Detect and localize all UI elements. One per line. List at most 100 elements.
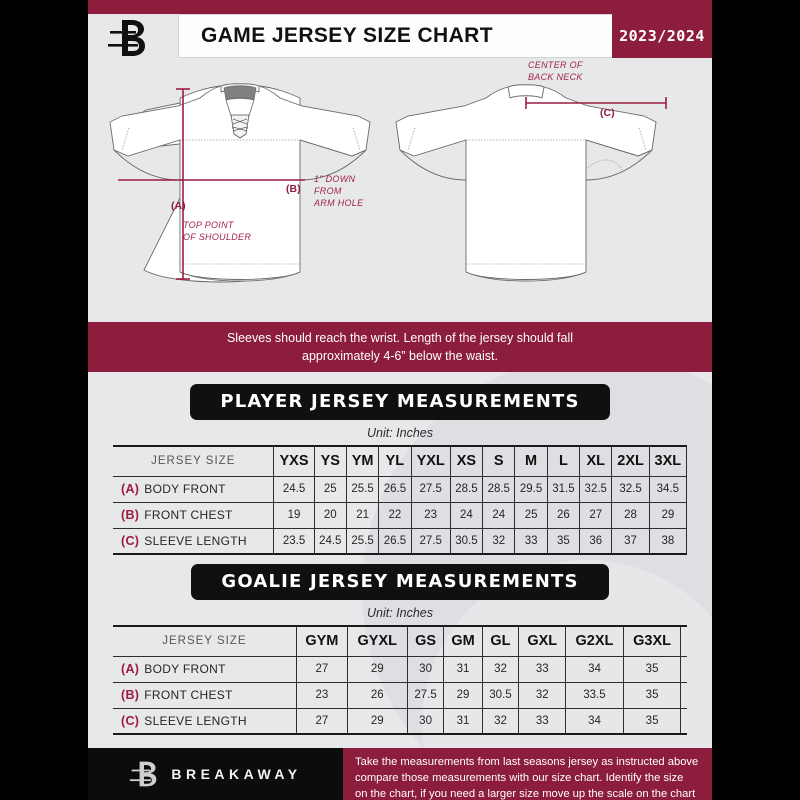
shoulder-label-line2: OF SHOULDER	[183, 232, 251, 242]
goalie-cell-1-2: 27.5	[406, 681, 445, 709]
player-size-header-YXS: YXS	[273, 445, 315, 477]
goalie-cell-2-2: 30	[406, 707, 445, 735]
player-cell-1-4: 23	[410, 501, 451, 529]
player-size-table: JERSEY SIZE YXS YS YM YL YXL XS S M L XL 2XL 3XL (A) B…	[113, 445, 688, 555]
player-cell-2-9: 36	[579, 527, 613, 555]
goalie-cell-1-8	[680, 681, 687, 709]
jersey-front-right-sleeve	[299, 139, 367, 181]
row-tag: (B)	[121, 688, 140, 702]
player-size-header-M: M	[514, 445, 548, 477]
goalie-cell-0-5: 33	[518, 655, 567, 683]
top-accent-strip	[88, 0, 712, 14]
goalie-cell-1-7: 35	[622, 681, 682, 709]
goalie-cell-0-3: 31	[443, 655, 483, 683]
player-cell-2-2: 25.5	[345, 527, 380, 555]
page-title-container: GAME JERSEY SIZE CHART	[178, 14, 612, 58]
back-neck-label-line2: BACK NECK	[528, 72, 583, 82]
table-row: (C) SLEEVE LENGTH 23.5 24.5 25.5 26.5 27.5 30.5…	[113, 527, 688, 555]
goalie-size-header-G3XL: G3XL	[622, 625, 682, 657]
player-cell-2-5: 30.5	[449, 527, 484, 555]
player-cell-1-8: 26	[546, 501, 581, 529]
player-cell-1-7: 25	[514, 501, 548, 529]
player-row-label-1: (B) FRONT CHEST	[113, 501, 275, 529]
goalie-size-header-GXL: GXL	[518, 625, 567, 657]
player-cell-0-5: 28.5	[449, 475, 484, 503]
goalie-table-body: JERSEY SIZE GYM GYXL GS GM GL GXL G2XL G3XL (A) BO…	[113, 625, 687, 735]
goalie-cell-1-3: 29	[443, 681, 483, 709]
footer-instructions: Take the measurements from last seasons …	[343, 748, 712, 800]
goalie-row-label-2: (C) SLEEVE LENGTH	[113, 707, 297, 735]
player-cell-0-6: 28.5	[482, 475, 516, 503]
player-size-header-XL: XL	[579, 445, 613, 477]
breakaway-b-logo	[88, 14, 178, 58]
player-size-header-YL: YL	[378, 445, 412, 477]
player-size-header-YS: YS	[313, 445, 347, 477]
jersey-back-seams	[407, 127, 647, 265]
player-cell-1-6: 24	[482, 501, 516, 529]
goalie-size-header-GYM: GYM	[295, 625, 348, 657]
player-cell-2-10: 37	[611, 527, 650, 555]
row-tag: (A)	[121, 662, 140, 676]
goalie-cell-2-5: 33	[518, 707, 567, 735]
fit-note-line1: Sleeves should reach the wrist. Length o…	[226, 330, 574, 345]
player-cell-0-0: 24.5	[273, 475, 315, 503]
player-cell-1-3: 22	[378, 501, 412, 529]
goalie-size-header-blank-8	[680, 625, 687, 657]
row-tag: (C)	[121, 713, 140, 728]
player-size-header-2XL: 2XL	[611, 445, 650, 477]
player-cell-0-11: 34.5	[648, 475, 688, 503]
armhole-label-line3: ARM HOLE	[313, 198, 364, 208]
player-cell-1-1: 20	[313, 501, 347, 529]
shoulder-label-line1: TOP POINT	[183, 220, 235, 230]
b-logo-icon	[130, 761, 157, 787]
armhole-label-line2: FROM	[314, 186, 342, 196]
measurement-line-a	[176, 88, 190, 280]
fit-note-line2: approximately 4-6” below the waist.	[302, 349, 498, 363]
goalie-cell-0-2: 30	[406, 655, 445, 683]
fit-note-band: Sleeves should reach the wrist. Length o…	[88, 322, 712, 372]
goalie-section-title: GOALIE JERSEY MEASUREMENTS	[191, 564, 609, 600]
jersey-front-hem	[179, 271, 301, 280]
player-cell-2-6: 32	[482, 527, 516, 555]
back-neck-label-line1: CENTER OF	[528, 60, 583, 70]
player-cell-0-2: 25.5	[345, 475, 380, 503]
goalie-table-header-row: JERSEY SIZE GYM GYXL GS GM GL GXL G2XL G3XL	[113, 625, 687, 657]
goalie-cell-2-0: 27	[295, 707, 348, 735]
jersey-diagram-svg: (A) (B) TOP POINT OF SHOULDER 1" DOWN FR…	[109, 60, 667, 283]
player-section-title: PLAYER JERSEY MEASUREMENTS	[190, 384, 610, 420]
player-size-header-YXL: YXL	[410, 445, 451, 477]
player-size-header-S: S	[482, 445, 516, 477]
goalie-size-header-G2XL: G2XL	[565, 625, 624, 657]
player-cell-0-9: 32.5	[579, 475, 613, 503]
goalie-cell-0-4: 32	[481, 655, 520, 683]
player-jersey-size-header: JERSEY SIZE	[113, 445, 275, 477]
goalie-size-header-GYXL: GYXL	[346, 625, 408, 657]
player-size-header-L: L	[546, 445, 581, 477]
goalie-row-label-1: (B) FRONT CHEST	[113, 681, 297, 709]
goalie-size-table: JERSEY SIZE GYM GYXL GS GM GL GXL G2XL G3XL (A) BO…	[113, 625, 687, 735]
row-tag: (C)	[121, 533, 140, 548]
player-cell-1-2: 21	[345, 501, 380, 529]
footer-instruction-line3: on the chart, if you need a larger size …	[355, 787, 696, 800]
player-size-header-YM: YM	[345, 445, 380, 477]
goalie-size-header-GS: GS	[406, 625, 445, 657]
player-cell-0-1: 25	[313, 475, 347, 503]
player-row-label-0: (A) BODY FRONT	[113, 475, 275, 503]
jersey-diagram: (A) (B) TOP POINT OF SHOULDER 1" DOWN FR…	[88, 58, 712, 318]
measurement-tag-a: (A)	[171, 200, 186, 212]
goalie-cell-0-8	[680, 655, 687, 683]
player-cell-2-4: 27.5	[410, 527, 451, 555]
goalie-cell-1-1: 26	[346, 681, 408, 709]
player-table-header-row: JERSEY SIZE YXS YS YM YL YXL XS S M L XL 2XL 3XL	[113, 445, 688, 477]
table-row: (A) BODY FRONT 24.5 25 25.5 26.5 27.5 28.5 28.5 2…	[113, 475, 688, 503]
measurement-tag-c: (C)	[600, 107, 615, 119]
goalie-cell-2-4: 32	[481, 707, 520, 735]
footer-instruction-line1: Take the measurements from last seasons …	[355, 756, 699, 768]
player-size-header-XS: XS	[449, 445, 484, 477]
goalie-cell-2-3: 31	[443, 707, 483, 735]
b-logo-icon	[108, 20, 145, 56]
measurement-line-c	[525, 97, 667, 109]
goalie-cell-0-7: 35	[622, 655, 682, 683]
player-measurements-section: PLAYER JERSEY MEASUREMENTS Unit: Inches …	[88, 372, 712, 555]
jersey-back-illustration	[395, 84, 657, 282]
